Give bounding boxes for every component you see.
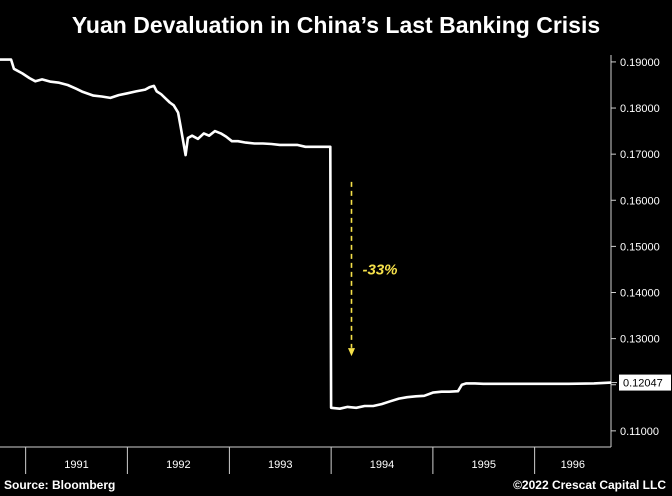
y-tick-label-3: 0.14000 bbox=[620, 288, 660, 300]
x-tick-label-2: 1993 bbox=[268, 459, 292, 471]
x-tick-label-4: 1995 bbox=[472, 459, 496, 471]
annotation-label: -33% bbox=[362, 261, 397, 278]
x-tick-label-1: 1992 bbox=[166, 459, 190, 471]
plot-area: 0.110000.120000.130000.140000.150000.160… bbox=[0, 55, 671, 474]
y-tick-label-8: 0.19000 bbox=[620, 57, 660, 69]
x-tick-label-5: 1996 bbox=[561, 459, 585, 471]
last-value-label: 0.12047 bbox=[623, 378, 663, 390]
y-tick-label-4: 0.15000 bbox=[620, 241, 660, 253]
copyright-note: ©2022 Crescat Capital LLC bbox=[513, 478, 666, 492]
y-tick-label-6: 0.17000 bbox=[620, 149, 660, 161]
y-tick-label-5: 0.16000 bbox=[620, 195, 660, 207]
x-tick-label-3: 1994 bbox=[370, 459, 394, 471]
x-axis: 1991 1992 1993 1994 1995 1996 bbox=[25, 447, 585, 474]
chart-title: Yuan Devaluation in China’s Last Banking… bbox=[71, 12, 601, 38]
devaluation-annotation: -33% bbox=[347, 181, 398, 357]
y-tick-label-7: 0.18000 bbox=[620, 103, 660, 115]
last-value-marker: 0.12047 bbox=[611, 374, 671, 391]
x-tick-label-0: 1991 bbox=[64, 459, 88, 471]
annotation-arrow-head bbox=[347, 348, 355, 357]
y-tick-label-0: 0.11000 bbox=[620, 426, 659, 438]
y-tick-label-2: 0.13000 bbox=[620, 334, 660, 346]
last-value-box bbox=[619, 374, 671, 391]
source-note: Source: Bloomberg bbox=[4, 478, 116, 492]
series-line bbox=[0, 58, 612, 410]
